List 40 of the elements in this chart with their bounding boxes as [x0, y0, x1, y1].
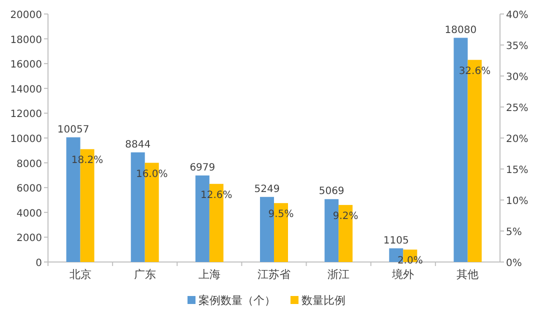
data-label: 6979 — [190, 162, 216, 174]
data-label: 18.2% — [71, 155, 104, 166]
data-label: 16.0% — [136, 168, 168, 180]
y2-tick-label: 15% — [506, 165, 528, 176]
x-tick-label: 广东 — [134, 268, 156, 281]
data-label: 1105 — [383, 235, 409, 246]
y-tick-label: 14000 — [10, 84, 42, 96]
y-tick-label: 10000 — [10, 134, 42, 145]
y2-tick-label: 0% — [506, 258, 522, 269]
x-tick-label: 浙江 — [328, 268, 350, 281]
y2-tick-label: 40% — [506, 10, 528, 21]
x-tick-label: 北京 — [69, 268, 92, 281]
data-label: 5069 — [318, 186, 344, 198]
y-tick-label: 4000 — [16, 208, 42, 220]
data-label: 5249 — [254, 184, 280, 195]
y2-tick-label: 10% — [506, 196, 528, 207]
data-label: 8844 — [125, 139, 151, 150]
x-tick-label: 上海 — [198, 268, 220, 281]
y-tick-label: 16000 — [10, 60, 42, 71]
y-tick-label: 2000 — [16, 233, 42, 244]
y-tick-label: 12000 — [10, 109, 42, 120]
data-label: 10057 — [57, 124, 90, 136]
y2-tick-label: 5% — [506, 227, 522, 238]
y-tick-label: 18000 — [10, 34, 42, 46]
y2-tick-label: 20% — [506, 134, 528, 145]
data-label: 32.6% — [458, 66, 491, 77]
legend-label: 数量比例 — [302, 294, 346, 307]
y-tick-label: 6000 — [16, 184, 42, 195]
legend-label: 案例数量（个） — [198, 294, 276, 307]
y-tick-label: 20000 — [10, 10, 42, 21]
y-tick-label: 0 — [36, 258, 42, 269]
data-label: 12.6% — [200, 190, 232, 201]
y2-tick-label: 35% — [506, 41, 528, 52]
y-tick-label: 8000 — [16, 158, 42, 170]
y2-tick-label: 25% — [506, 103, 528, 114]
data-label: 18080 — [444, 24, 477, 36]
x-tick-label: 江苏省 — [258, 268, 290, 281]
x-tick-label: 境外 — [391, 268, 414, 281]
y2-tick-label: 30% — [506, 72, 528, 83]
x-tick-label: 其他 — [456, 268, 479, 281]
